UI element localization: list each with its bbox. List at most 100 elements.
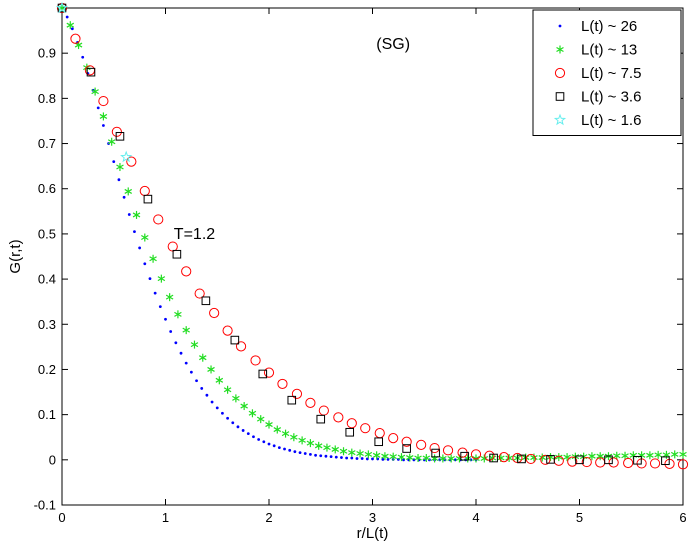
data-point [371,457,374,461]
x-tick-label: 0 [58,510,65,525]
data-point [117,178,121,182]
data-point [563,453,571,462]
data-point [621,451,629,460]
data-point [649,458,661,469]
data-point [489,453,498,463]
data-point [169,330,173,333]
data-point [149,254,157,263]
data-point [198,353,207,362]
data-point [164,317,167,321]
data-point [334,455,338,459]
data-point [567,456,578,467]
data-point [201,296,211,306]
legend-marker-shape [553,113,567,126]
data-point [555,453,563,462]
legend-label: L(t) ~ 1.6 [581,112,641,129]
data-point [200,387,204,390]
data-point [339,447,348,456]
data-point [86,67,96,77]
data-point [381,457,385,461]
data-point [195,379,198,383]
axis-ticks: 0 1 2 3 4 5 6-0.100.10.20.30.40.50.60.70.80.9 [34,8,687,525]
y-tick-label: -0.1 [34,498,56,513]
data-point [99,112,108,121]
legend-marker-shape [556,45,564,54]
data-point [298,436,306,445]
legend-item: L(t) ~ 1.6 [553,112,641,129]
data-point [389,452,397,461]
data-point [98,95,109,107]
x-tick-label: 1 [162,510,169,525]
legend-item: L(t) ~ 3.6 [555,89,641,106]
data-point [184,361,188,365]
data-point [236,425,240,429]
data-point [126,156,137,167]
data-point [287,395,297,405]
data-point [345,456,349,460]
series-circle [56,2,689,470]
data-point [221,411,224,415]
data-point [181,266,192,277]
data-point [661,456,670,466]
data-point [190,340,199,349]
data-point [447,454,455,463]
data-point [246,432,250,436]
data-point [265,420,273,429]
data-point [133,230,136,234]
data-point [348,448,356,457]
data-point [248,409,257,418]
data-point [272,444,276,448]
data-point [281,429,290,438]
data-point [374,437,384,447]
data-point [153,214,164,225]
data-point [207,365,215,374]
x-tick-label: 5 [576,510,583,525]
x-axis-label: r/L(t) [357,525,389,542]
data-point [293,450,297,454]
legend-item: L(t) ~ 7.5 [554,65,641,82]
data-point [66,21,75,30]
data-point [222,325,233,336]
data-point [157,274,166,283]
legend-label: L(t) ~ 13 [581,42,637,59]
legend-item: L(t) ~ 26 [558,18,637,35]
data-point [439,454,447,463]
data-point [517,454,526,464]
data-point [273,425,282,434]
data-point [388,433,399,444]
data-point [70,33,81,44]
data-point [231,421,235,425]
data-point [331,445,340,454]
data-point [122,195,126,199]
y-tick-label: 0.4 [38,272,56,287]
data-point [252,435,255,439]
data-point [608,457,619,468]
data-point [210,400,214,404]
data-point [316,414,326,424]
data-point [414,454,422,463]
data-point [194,288,205,299]
data-point [179,351,183,355]
data-point [143,262,147,266]
data-point [575,455,584,465]
data-point [205,393,209,397]
series-dot [60,6,478,462]
data-point [230,335,240,345]
data-point [124,187,133,196]
data-point [431,448,440,458]
series-square [57,3,670,466]
legend: L(t) ~ 26 L(t) ~ 13 L(t) ~ 7.5 L(t) ~ 3.… [532,9,682,136]
data-point [115,132,125,141]
data-point [319,454,323,458]
data-point [226,416,230,420]
data-point [209,307,220,319]
data-point [372,451,381,460]
data-point [654,450,662,459]
data-point [677,459,689,470]
data-point [402,444,411,453]
data-point [604,455,613,465]
legend-marker-dot [558,24,562,28]
data-point [314,441,323,450]
data-point [429,442,440,454]
legend-marker-asterisk [556,45,564,54]
